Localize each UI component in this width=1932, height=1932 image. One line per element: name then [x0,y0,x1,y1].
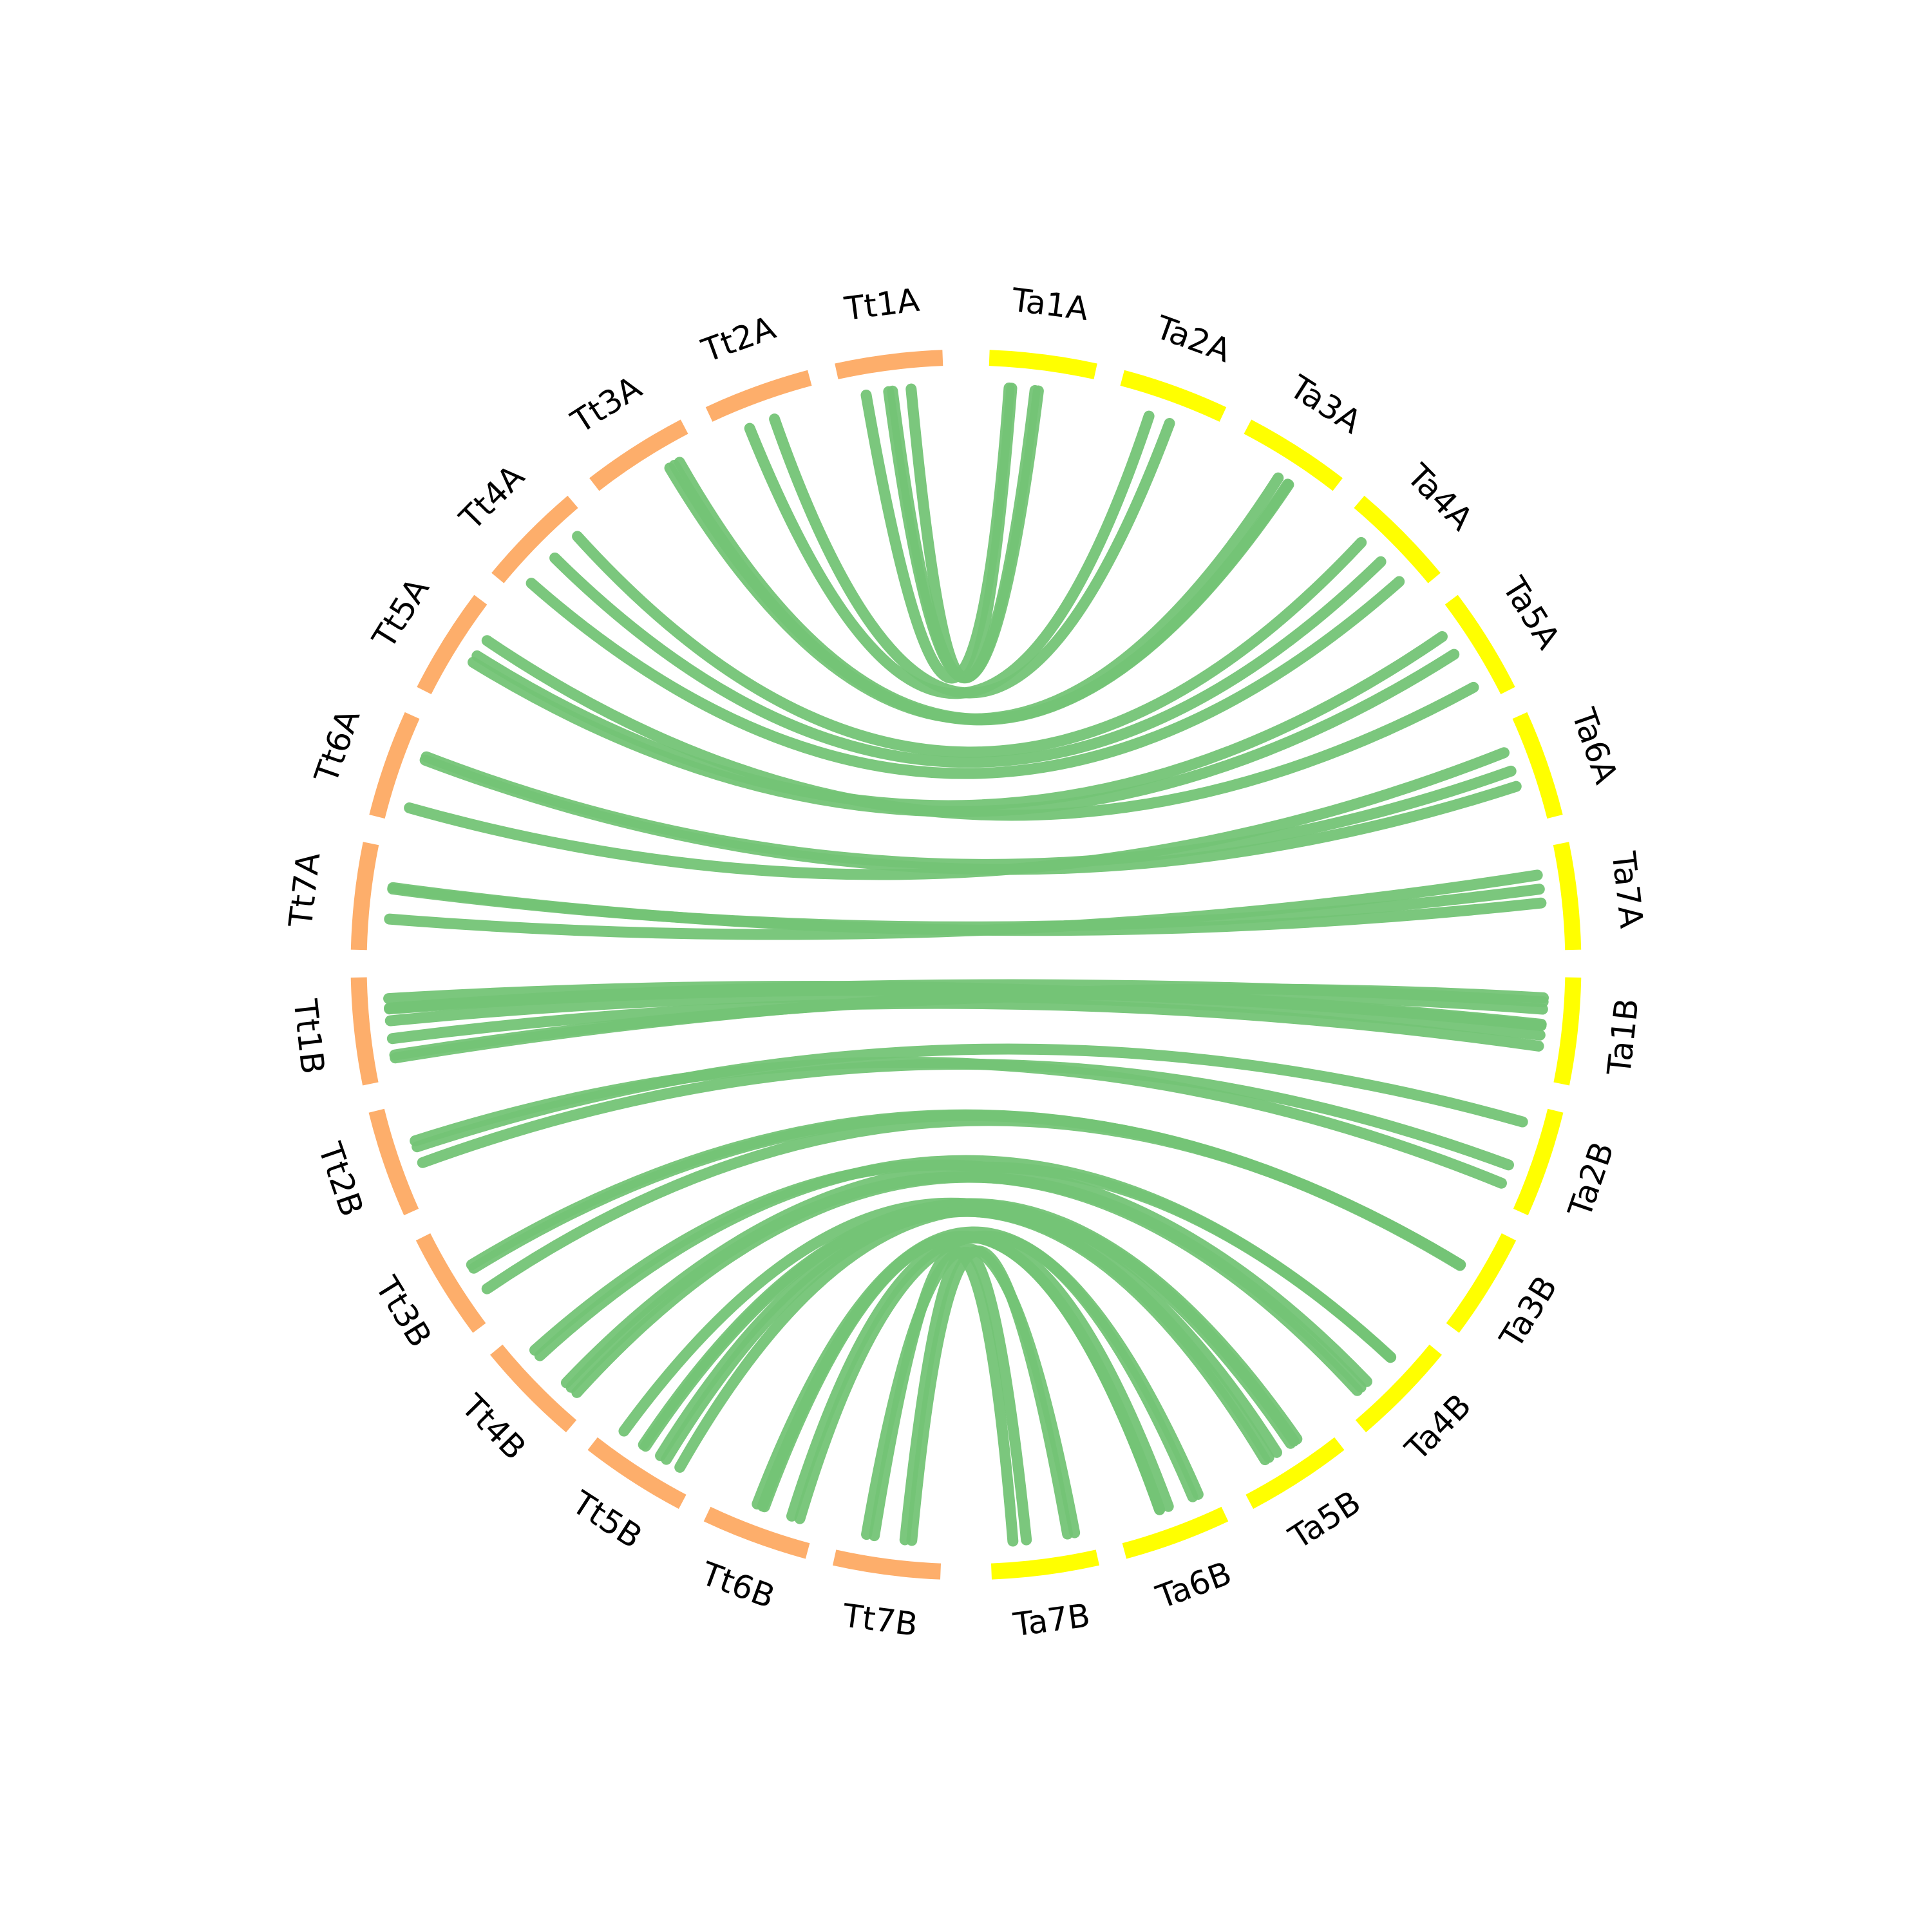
segment-label: Ta7B [1010,1596,1092,1643]
synteny-link [410,1056,1507,1189]
chromosome-segment [1122,1506,1229,1559]
segment-label: Tt4B [454,1387,533,1467]
chromosome-segment [703,1506,810,1559]
chromosome-segment [832,1549,942,1580]
segment-label: Ta6A [1564,703,1625,788]
segment-label: Tt2B [311,1137,371,1221]
segment-label: Tt7B [840,1596,920,1643]
chromosome-segment [989,350,1097,379]
synteny-link [466,1109,1466,1271]
synteny-link [471,630,1448,811]
segment-label: Ta4B [1397,1387,1478,1468]
segment-label: Ta7A [1604,849,1650,930]
segment-label: Tt5A [365,571,437,655]
synteny-link [674,1204,1300,1473]
segment-label: Ta6B [1151,1555,1236,1616]
segment-label: Tt5B [565,1484,649,1556]
segment-label: Ta4A [1399,457,1481,538]
segment-label: Ta3A [1283,368,1368,441]
synteny-link [899,1247,1032,1546]
synteny-link [860,382,1015,684]
synteny-link [384,990,1546,1041]
links [383,382,1549,1547]
segment-label: Tt2A [697,309,781,370]
synteny-link [668,459,1294,726]
synteny-link [468,649,1460,817]
segment-label: Ta1B [1600,997,1646,1078]
segment-label: Tt7A [282,851,328,930]
chromosome-segment [1446,1233,1517,1333]
segment-label: Tt3A [564,368,648,440]
chromosome-segment [705,370,812,422]
chromosome-segment [350,977,379,1086]
segment-label: Ta5A [1495,570,1567,655]
segment-label: Ta2B [1561,1137,1622,1222]
segment-label: Tt6B [696,1555,780,1616]
synteny-link [383,981,1547,1030]
chromosome-segment [1244,419,1343,491]
synteny-link [421,751,1517,870]
chromosome-segment [417,594,488,695]
segment-label: Ta2A [1150,308,1236,370]
synteny-link [404,747,1510,880]
chromosome-segment [835,350,943,379]
chromosome-segment [415,1233,486,1333]
segment-label: Tt4A [452,458,532,538]
synteny-link [526,576,1405,779]
segment-label: Tt3B [368,1270,439,1354]
synteny-link [565,1171,1363,1396]
chromosome-segment [491,495,578,583]
segment-label: Ta1A [1009,281,1090,328]
synteny-link [744,410,1155,699]
chromosome-segment [1354,495,1441,583]
synteny-link [387,884,1545,933]
segment-label: Tt6A [307,705,367,788]
synteny-link [549,552,1387,768]
segment-label: Ta5B [1282,1483,1367,1557]
synteny-link [759,1231,1166,1515]
synteny-link [572,531,1367,758]
chromosome-segment [490,1344,577,1433]
segment-label: Tt1B [286,997,331,1076]
synteny-link [386,998,1544,1052]
synteny-link [887,384,1041,683]
chromosome-segment [1245,1437,1345,1509]
segment-label: Tt1A [842,281,922,328]
chromosome-segment [587,1437,687,1509]
chromosome-segment [350,842,379,951]
chromosome-segment [1120,370,1227,422]
chromosome-segment [589,419,688,491]
segment-label: Ta3B [1492,1269,1564,1355]
chromosome-segment [1444,594,1515,695]
chromosome-segment [990,1549,1100,1580]
chromosome-segment [1513,1108,1564,1216]
chromosome-segment [1553,842,1582,951]
chromosome-segment [1355,1344,1442,1433]
chromosome-segment [369,712,420,819]
chromosome-segment [1553,977,1582,1086]
chromosome-segment [1512,712,1563,819]
chromosome-segment [368,1108,419,1216]
